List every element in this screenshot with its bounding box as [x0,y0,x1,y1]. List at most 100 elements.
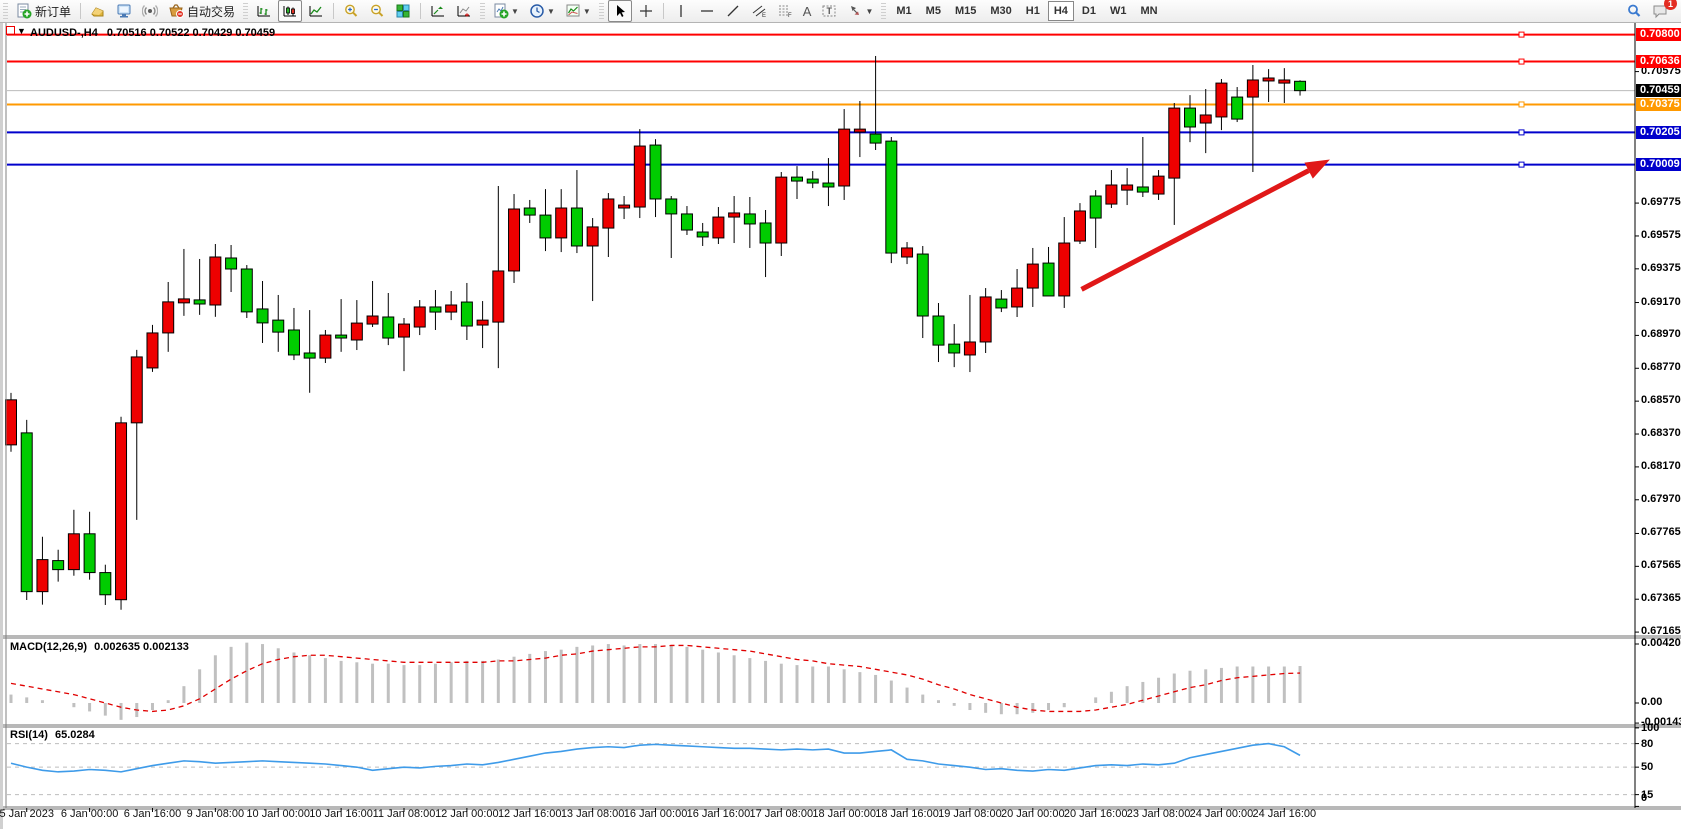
candle-body [728,212,741,218]
text-label-icon: T [821,3,837,19]
candle-body [853,128,866,133]
market-watch-button[interactable] [86,0,110,22]
price-tick-label: 0.67765 [1641,526,1681,539]
toolbar-grip[interactable] [480,3,486,19]
candle-body [948,343,961,354]
trend-arrow-head[interactable] [1304,159,1330,179]
toolbar-separator [420,3,422,19]
zoom-in-icon [343,3,359,19]
timeframe-w1-button[interactable]: W1 [1109,5,1127,17]
cursor-tool-button[interactable] [607,0,632,22]
candle-body [1026,263,1039,289]
candle-body [319,334,332,359]
line-endpoint-marker[interactable] [1518,58,1525,65]
channel-tool-button[interactable]: E [747,0,771,22]
timeframe-h4-button[interactable]: H4 [1047,1,1074,21]
price-tick-label: 0.67565 [1641,559,1681,572]
autotrade-button[interactable]: 自动交易 [164,0,239,22]
candle-body [476,319,489,326]
period-button[interactable]: ▼ [525,0,559,22]
text-label-tool-button[interactable]: T [817,0,841,22]
candle-body [350,322,363,341]
timeframe-d1-button[interactable]: D1 [1081,5,1096,17]
toolbar-separator [80,3,82,19]
candle-body [555,207,568,239]
chart-ohlc-values: 0.70516 0.70522 0.70429 0.70459 [106,27,276,39]
candle-body [5,399,17,446]
terminal-button[interactable] [112,0,136,22]
candlestick-icon [282,3,298,19]
notification-badge: 1 [1664,0,1677,10]
candle-body [869,133,882,144]
crosshair-tool-button[interactable] [634,0,658,22]
candle-body [508,208,521,272]
candle-body [775,176,788,244]
new-order-button[interactable]: 新订单 [12,0,75,22]
timeframe-mn-button[interactable]: MN [1140,5,1158,17]
time-axis-label: 13 Jan 08:00 [560,808,625,820]
line-endpoint-marker[interactable] [1518,161,1525,168]
horizontal-line-tool-button[interactable] [695,0,719,22]
bar-chart-mode-button[interactable] [252,0,276,22]
notifications-button[interactable]: 1 [1648,0,1677,22]
chevron-down-icon[interactable]: ▼ [865,6,874,16]
toolbar-grip[interactable] [881,3,887,19]
arrows-tool-button[interactable]: ▼ [843,0,877,22]
chevron-down-icon[interactable]: ▼ [511,6,519,16]
time-axis-label: 24 Jan 00:00 [1189,808,1254,820]
price-tick-label: 0.68170 [1641,459,1681,472]
ea-corner-marker[interactable] [6,26,15,35]
line-endpoint-marker[interactable] [1518,31,1525,38]
timeframe-m30-button[interactable]: M30 [990,5,1012,17]
signals-button[interactable] [138,0,162,22]
candle-body [1262,77,1275,82]
macd-signal-line [10,644,1301,713]
fibonacci-tool-button[interactable]: F [773,0,797,22]
price-tick-label: 0.67970 [1641,492,1681,505]
chevron-down-icon[interactable]: ▼ [582,6,591,16]
zoom-out-button[interactable] [365,0,389,22]
toolbar-grip[interactable] [243,3,249,19]
zoom-in-button[interactable] [339,0,363,22]
candle-body [382,316,395,339]
chevron-down-icon[interactable]: ▼ [546,6,555,16]
toolbar-grip[interactable] [3,3,8,19]
vertical-line-tool-button[interactable] [669,0,693,22]
svg-text:E: E [762,13,766,19]
time-axis-label: 17 Jan 08:00 [749,808,814,820]
toolbar-grip[interactable] [598,3,604,19]
timeframe-h1-button[interactable]: H1 [1025,5,1040,17]
timeframe-m5-button[interactable]: M5 [925,5,941,17]
trendline-tool-button[interactable] [721,0,745,22]
chart-title-caret-icon[interactable]: ▼ [17,26,26,36]
line-endpoint-marker[interactable] [1518,129,1525,136]
timeframe-m1-button[interactable]: M1 [896,5,912,17]
tile-windows-button[interactable] [391,0,415,22]
autoscroll-button[interactable] [426,0,450,22]
candle-body [1089,195,1102,219]
time-axis-label: 19 Jan 08:00 [938,808,1002,820]
price-tag: 0.70800 [1636,28,1681,42]
candle-body [901,247,914,258]
text-tool-button[interactable]: A [799,0,816,22]
template-button[interactable]: ▼ [561,0,595,22]
chart-shift-button[interactable] [452,0,476,22]
new-chart-button[interactable]: ▼ [489,0,523,22]
search-button[interactable] [1622,0,1646,22]
time-axis-label: 23 Jan 08:00 [1126,808,1191,820]
line-chart-mode-button[interactable] [304,0,328,22]
time-axis-label: 10 Jan 00:00 [246,808,311,820]
candle-body [963,341,976,356]
candle-body [1152,175,1165,195]
line-endpoint-marker[interactable] [1518,101,1525,108]
candle-body [1073,210,1086,242]
chart-window[interactable]: ▼ AUDUSD-,H4 0.70516 0.70522 0.70429 0.7… [0,23,1681,829]
trend-arrow-shaft[interactable] [1080,168,1310,292]
candlestick-mode-button[interactable] [278,0,303,22]
macd-values: 0.002635 0.002133 [94,641,189,653]
chart-canvas[interactable] [3,23,1681,829]
price-tick-label: 0.69375 [1641,261,1681,274]
chart-symbol-period: AUDUSD-,H4 [30,27,98,39]
timeframe-m15-button[interactable]: M15 [954,5,977,17]
candle-body [1105,184,1118,205]
